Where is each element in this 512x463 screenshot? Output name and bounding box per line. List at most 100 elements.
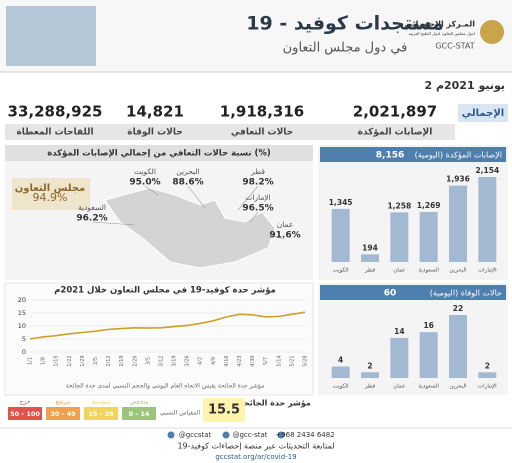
- x-tick-label: 5/21: [289, 355, 295, 366]
- data-label: 16: [423, 321, 433, 330]
- data-label: 1,269: [417, 201, 441, 210]
- data-label: 2: [367, 361, 372, 370]
- leader-line: [91, 221, 136, 226]
- level-name: مرتفع: [56, 399, 70, 406]
- x-tick-label: 4/23: [237, 355, 243, 366]
- region-value: 94.9%: [33, 191, 68, 204]
- map-title: نسبة حالات التعافي من إجمالي الإصابات ال…: [47, 149, 271, 159]
- social-icon: [167, 431, 175, 439]
- y-tick-label: 15: [18, 309, 26, 317]
- level-name: متوسط: [92, 399, 111, 406]
- region-name: الكويت: [134, 167, 156, 176]
- y-tick-label: 10: [18, 322, 26, 330]
- x-tick-label: 4/9: [211, 357, 217, 365]
- x-tick-label: 5/14: [276, 355, 282, 366]
- x-tick-label: 2/19: [119, 355, 125, 366]
- data-label: 1,936: [446, 175, 470, 184]
- bar: [361, 254, 379, 262]
- data-label: 194: [362, 243, 378, 252]
- x-tick-label: 3/26: [185, 355, 191, 366]
- footer-handle[interactable]: +968 2434 6482: [275, 431, 334, 439]
- chart-title: حالات الوفاة (اليومية): [430, 289, 502, 298]
- bar: [419, 332, 438, 378]
- org-name: المـركز الإحصـائي: [405, 20, 476, 29]
- region-name: قطر: [250, 167, 265, 176]
- x-tick-label: 4/16: [224, 355, 230, 366]
- level-range: 15 - 29: [88, 410, 114, 418]
- leader-line: [267, 234, 286, 240]
- x-tick-label: عمان: [393, 384, 405, 390]
- bar: [478, 372, 497, 378]
- x-tick-label: 2/26: [132, 355, 138, 366]
- social-icon: [277, 431, 285, 439]
- region-value: 98.2%: [242, 178, 273, 188]
- x-tick-label: 2/5: [93, 357, 99, 365]
- leader-line: [237, 185, 259, 211]
- x-tick-label: 4/2: [198, 357, 204, 365]
- region-value: 96.5%: [242, 204, 273, 214]
- data-label: 2: [485, 361, 490, 370]
- level-range: 50 - 100: [10, 410, 40, 418]
- x-tick-label: 3/19: [172, 355, 178, 366]
- x-tick-label: البحرين: [449, 384, 467, 390]
- x-tick-label: عمان: [393, 268, 405, 274]
- bar: [419, 211, 438, 262]
- summary-label: حالات الوفاة: [127, 128, 182, 138]
- x-tick-label: الكويت: [333, 267, 349, 274]
- data-label: 22: [453, 304, 463, 313]
- bar: [449, 315, 467, 378]
- x-tick-label: الإمارات: [478, 268, 497, 274]
- region-name: مجلس التعاون: [15, 183, 86, 194]
- header-image: [6, 6, 96, 66]
- data-label: 1,345: [329, 198, 353, 207]
- region-name: السعودية: [78, 203, 106, 212]
- summary-label: حالات التعافي: [231, 128, 293, 138]
- data-label: 14: [394, 327, 404, 336]
- bar: [390, 337, 409, 378]
- logo: [480, 20, 504, 44]
- total-tag-bg: [458, 104, 508, 122]
- title: مستجدات كوفيد - 19: [246, 13, 443, 35]
- x-tick-label: البحرين: [449, 268, 467, 274]
- x-tick-label: قطر: [364, 384, 376, 390]
- bar: [331, 366, 350, 378]
- level-range: 0 - 14: [129, 410, 150, 418]
- summary-value: 33,288,925: [8, 103, 103, 121]
- footer-handle[interactable]: @gccstat: [179, 431, 212, 439]
- data-label: 1,258: [387, 201, 411, 210]
- level-box: [122, 407, 156, 420]
- gcc-box: [12, 178, 90, 210]
- x-tick-label: السعودية: [418, 384, 439, 390]
- level-box: [46, 407, 80, 420]
- chart-title: مؤشر حدة كوفيد-19 في مجلس التعاون خلال 2…: [54, 286, 276, 296]
- data-label: 2,154: [475, 166, 499, 175]
- bar: [331, 208, 350, 262]
- summary-value: 2,021,897: [353, 103, 437, 121]
- x-tick-label: 1/29: [80, 355, 86, 366]
- x-tick-label: 1/15: [54, 355, 60, 366]
- region-name: عمان: [277, 220, 294, 229]
- x-tick-label: السعودية: [418, 268, 439, 274]
- region-name: البحرين: [176, 167, 199, 176]
- footer-handle[interactable]: @gcc-stat: [232, 431, 267, 439]
- level-box: [84, 407, 118, 420]
- x-tick-label: 1/1: [28, 357, 34, 365]
- y-tick-label: 5: [22, 335, 26, 343]
- x-tick-label: قطر: [364, 268, 376, 274]
- summary-label-band: [5, 124, 455, 140]
- panel-header: [320, 285, 506, 300]
- region-value: 95.0%: [129, 178, 160, 188]
- region-name: الإمارات: [245, 193, 270, 202]
- index-line: [29, 311, 306, 340]
- chart-title: الإصابات المؤكدة (اليومية): [415, 151, 502, 161]
- scale-title: المقياس النسبي: [160, 410, 201, 417]
- y-tick-label: 0: [22, 348, 26, 356]
- level-name: منخفض: [129, 399, 148, 406]
- summary-label: الإصابات المؤكدة: [358, 128, 433, 138]
- level-name: حرج: [20, 399, 31, 406]
- footer-url[interactable]: gccstat.org/ar/covid-19: [215, 453, 296, 461]
- leader-line: [249, 211, 259, 223]
- x-tick-label: 3/5: [145, 357, 151, 365]
- region-value: 91.6%: [269, 231, 300, 241]
